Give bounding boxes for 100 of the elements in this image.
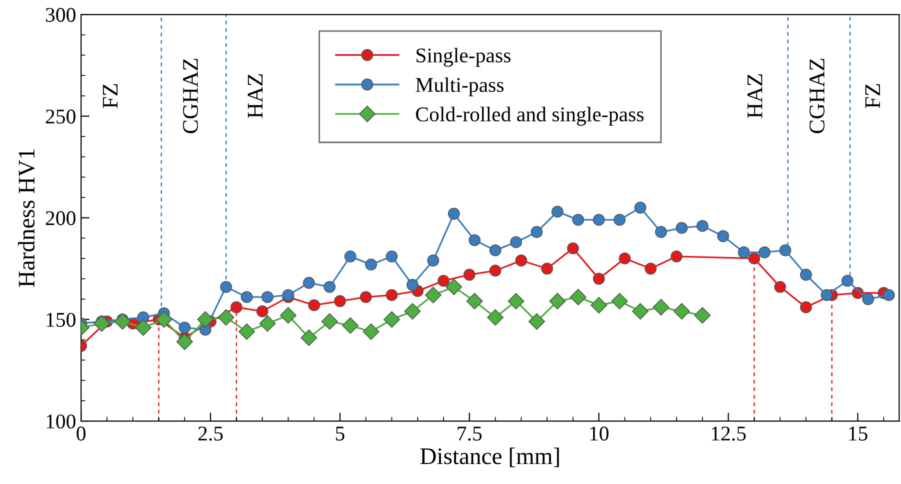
point [614,214,626,226]
point [530,226,543,238]
point [696,220,708,232]
point [218,309,234,326]
point [590,296,608,314]
point [404,303,421,320]
point [611,292,628,310]
x-tick-label: 12.5 [712,426,746,441]
annotation: CGHAZ [183,58,198,134]
point [240,291,253,304]
point [779,244,792,256]
point [841,274,854,287]
point [238,323,256,340]
point [362,323,380,340]
point [541,262,554,275]
point [466,292,483,310]
point [820,289,833,302]
x-tick-label: 5 [336,426,344,441]
point [344,250,356,262]
point [618,252,631,264]
x-tick-label: 10 [590,426,608,441]
annotation: FZ [102,84,118,108]
point [308,299,320,312]
legend-label: Cold-rolled and single-pass [416,106,644,126]
point [489,244,502,256]
point [800,268,812,281]
point [508,292,524,310]
point [567,242,579,254]
point [748,252,760,264]
point [572,214,584,226]
point [259,315,276,332]
point [424,286,442,304]
point [94,315,110,332]
x-tick-label: 15 [849,426,868,441]
point [489,264,502,277]
point [365,258,378,271]
point [758,246,771,258]
point [386,250,398,262]
legend-label: Multi-pass [416,77,504,96]
point [386,289,398,302]
point [324,280,336,293]
point [342,317,359,334]
point [774,280,786,293]
point [468,234,481,246]
point [549,292,566,310]
point [717,230,730,242]
point [676,222,688,234]
annotation: HAZ [248,74,262,118]
x-axis-title: Distance [mm] [420,448,559,468]
y-tick-label: 150 [46,312,76,327]
point [178,322,191,334]
point [632,303,649,320]
point [302,276,315,289]
point [334,295,346,308]
point [670,250,683,262]
point [262,291,274,304]
point [634,202,646,214]
point [592,214,605,226]
point [515,254,528,266]
point [230,301,242,314]
point [197,311,214,328]
point [800,301,812,314]
y-tick-label: 100 [46,414,76,429]
point [551,206,564,218]
point [176,334,193,350]
y-tick-label: 300 [46,8,76,22]
point [360,291,372,304]
point [134,319,152,336]
point [321,313,338,330]
point [427,254,440,266]
point [673,303,690,320]
point [463,268,476,281]
point [446,278,462,296]
point [592,272,605,285]
legend-label: Single-pass [416,48,510,67]
point [528,313,546,330]
y-tick-label: 250 [46,110,76,124]
annotation: CGHAZ [810,58,825,134]
point [156,311,172,328]
point [882,289,895,302]
point [280,307,296,324]
point [570,288,586,306]
point [220,280,232,293]
point [383,311,400,328]
point [655,226,667,238]
point [738,246,750,258]
point [862,293,874,306]
point [256,305,268,318]
point [406,278,418,291]
point [438,274,450,287]
y-axis-title: Hardness HV1 [18,149,35,287]
point [300,329,318,346]
y-tick-label: 200 [46,211,76,226]
point [487,309,504,326]
point [448,208,460,220]
annotation: HAZ [747,74,762,118]
annotation: FZ [865,84,880,108]
point [510,236,522,248]
x-tick-label: 7.5 [458,426,482,441]
point [694,307,711,324]
